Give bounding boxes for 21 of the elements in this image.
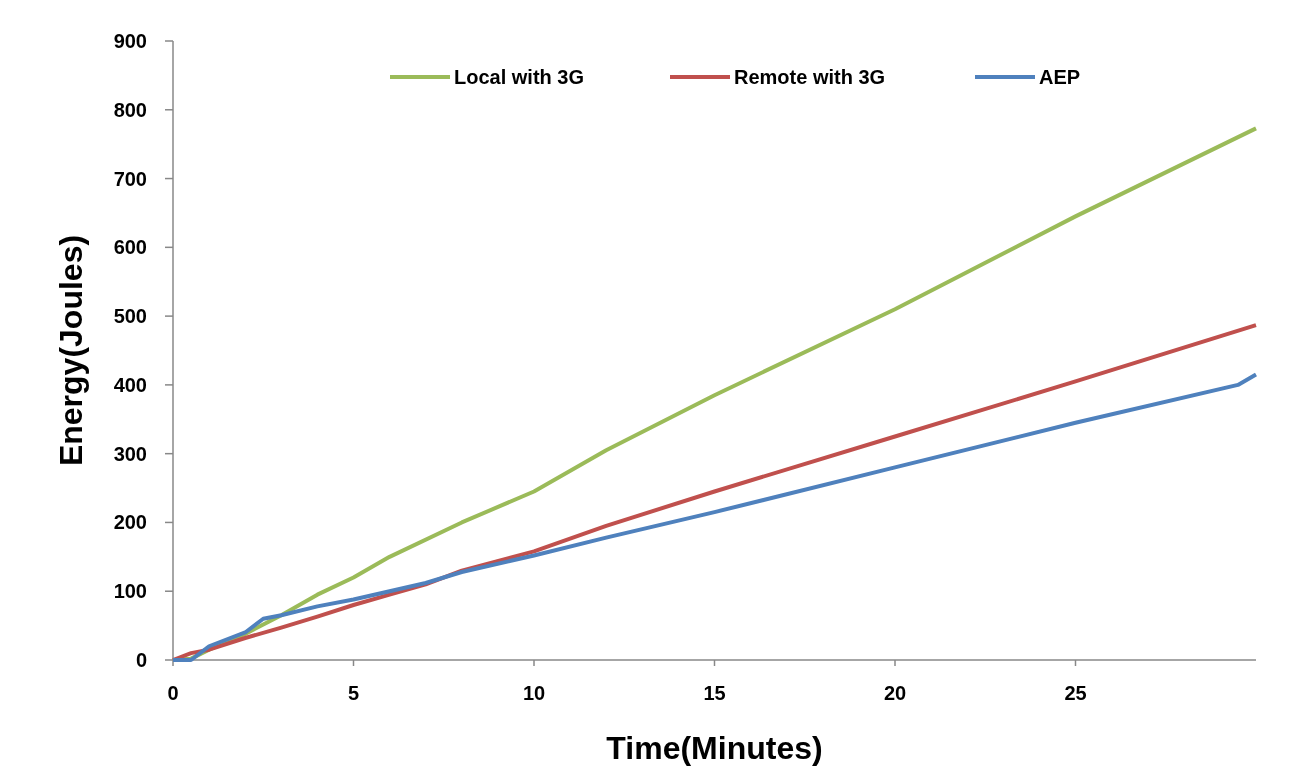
legend-label: Local with 3G <box>454 66 585 88</box>
legend-label: Remote with 3G <box>734 66 886 88</box>
y-tick-label: 600 <box>113 236 147 259</box>
y-tick-label: 0 <box>135 649 147 671</box>
x-tick-label: 0 <box>167 682 179 704</box>
y-tick-label: 400 <box>113 373 147 396</box>
y-tick-label: 300 <box>113 442 147 465</box>
x-tick-label: 25 <box>1064 682 1087 704</box>
x-tick-label: 20 <box>883 682 907 704</box>
x-tick-label: 10 <box>522 682 546 704</box>
y-axis-title: Energy(Joules) <box>53 234 89 467</box>
y-tick-label: 200 <box>113 511 147 534</box>
y-tick-label: 500 <box>113 305 147 328</box>
x-tick-label: 15 <box>703 682 726 704</box>
legend-label: AEP <box>1039 66 1081 88</box>
x-tick-label: 5 <box>347 682 360 704</box>
y-tick-label: 800 <box>113 98 147 121</box>
x-axis-title: Time(Minutes) <box>606 730 823 766</box>
y-tick-label: 900 <box>113 30 147 52</box>
y-tick-label: 100 <box>113 580 147 603</box>
y-tick-label: 700 <box>113 167 147 190</box>
